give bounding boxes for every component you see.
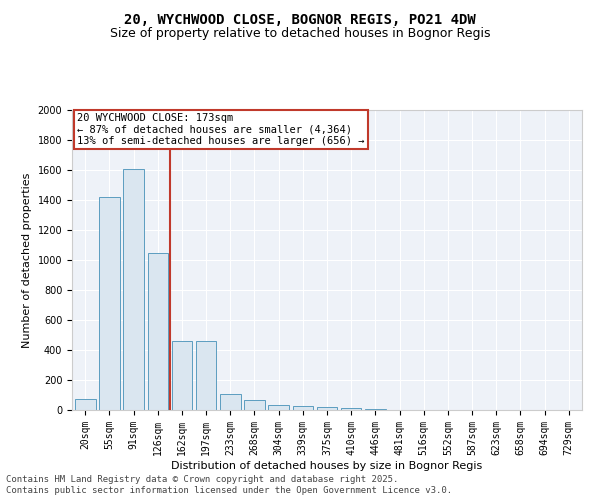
Y-axis label: Number of detached properties: Number of detached properties	[22, 172, 32, 348]
Text: 20, WYCHWOOD CLOSE, BOGNOR REGIS, PO21 4DW: 20, WYCHWOOD CLOSE, BOGNOR REGIS, PO21 4…	[124, 12, 476, 26]
Bar	[172, 341, 192, 410]
Bar	[365, 409, 386, 410]
Bar	[317, 408, 337, 410]
Bar	[124, 168, 144, 410]
Bar	[196, 341, 217, 410]
Bar	[148, 252, 168, 410]
Text: 20 WYCHWOOD CLOSE: 173sqm
← 87% of detached houses are smaller (4,364)
13% of se: 20 WYCHWOOD CLOSE: 173sqm ← 87% of detac…	[77, 113, 365, 146]
Bar	[341, 408, 361, 410]
Bar	[99, 197, 120, 410]
X-axis label: Distribution of detached houses by size in Bognor Regis: Distribution of detached houses by size …	[172, 460, 482, 470]
Bar	[220, 394, 241, 410]
Text: Size of property relative to detached houses in Bognor Regis: Size of property relative to detached ho…	[110, 28, 490, 40]
Bar	[244, 400, 265, 410]
Bar	[75, 399, 95, 410]
Text: Contains HM Land Registry data © Crown copyright and database right 2025.: Contains HM Land Registry data © Crown c…	[6, 475, 398, 484]
Bar	[268, 405, 289, 410]
Text: Contains public sector information licensed under the Open Government Licence v3: Contains public sector information licen…	[6, 486, 452, 495]
Bar	[293, 406, 313, 410]
